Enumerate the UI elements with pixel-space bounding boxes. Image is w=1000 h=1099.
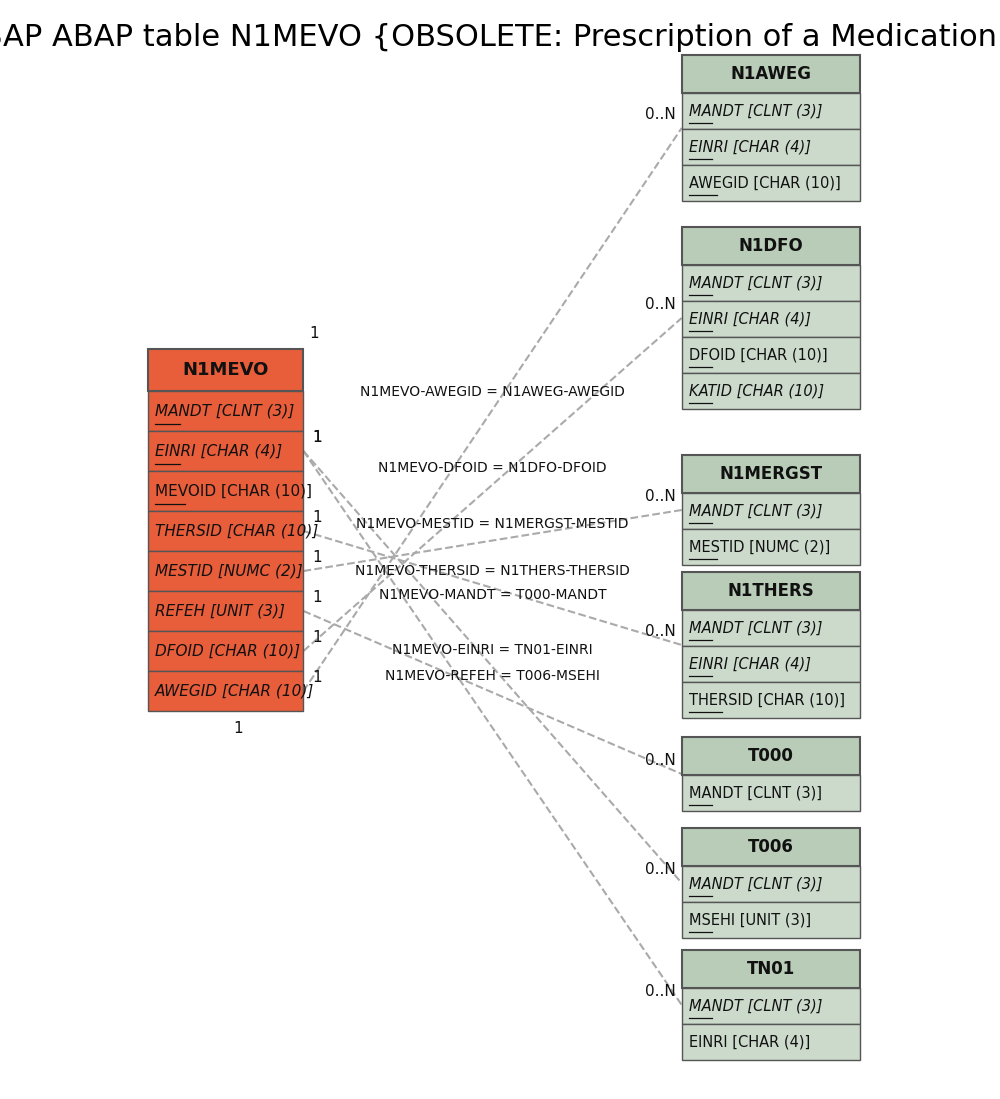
Bar [148,551,303,591]
Text: 0..N: 0..N [645,862,676,877]
Text: 1: 1 [309,326,319,341]
Bar [682,866,860,902]
Text: AWEGID [CHAR (10)]: AWEGID [CHAR (10)] [155,684,315,699]
Text: KATID [CHAR (10)]: KATID [CHAR (10)] [689,384,824,399]
Text: T000: T000 [748,747,794,765]
Bar [148,671,303,711]
Bar [682,988,860,1024]
Text: MANDT [CLNT (3)]: MANDT [CLNT (3)] [689,621,823,635]
Text: THERSID [CHAR (10)]: THERSID [CHAR (10)] [155,523,319,539]
Bar [148,471,303,511]
Text: 1: 1 [312,430,322,445]
Bar [682,950,860,988]
Text: 1: 1 [312,590,322,606]
Text: N1MEVO-DFOID = N1DFO-DFOID: N1MEVO-DFOID = N1DFO-DFOID [378,460,607,475]
Bar [682,646,860,682]
Text: REFEH [UNIT (3)]: REFEH [UNIT (3)] [155,603,285,619]
Text: MANDT [CLNT (3)]: MANDT [CLNT (3)] [689,503,823,519]
Text: N1MEVO-MANDT = T000-MANDT: N1MEVO-MANDT = T000-MANDT [379,588,606,602]
Text: 0..N: 0..N [645,489,676,504]
Bar [682,828,860,866]
Text: N1MERGST: N1MERGST [719,465,822,482]
Bar [682,337,860,373]
Text: EINRI [CHAR (4)]: EINRI [CHAR (4)] [689,140,811,155]
Text: MANDT [CLNT (3)]: MANDT [CLNT (3)] [689,786,822,800]
Bar [148,349,303,391]
Bar [148,631,303,671]
Bar [682,165,860,201]
Text: TN01: TN01 [747,961,795,978]
Text: 0..N: 0..N [645,753,676,768]
Text: DFOID [CHAR (10)]: DFOID [CHAR (10)] [689,347,828,363]
Text: N1MEVO-EINRI = TN01-EINRI: N1MEVO-EINRI = TN01-EINRI [392,643,593,657]
Text: DFOID [CHAR (10)]: DFOID [CHAR (10)] [155,644,300,658]
Bar [682,737,860,775]
Text: 1: 1 [312,510,322,525]
Text: EINRI [CHAR (4)]: EINRI [CHAR (4)] [689,1034,810,1050]
Text: MESTID [NUMC (2)]: MESTID [NUMC (2)] [689,540,830,555]
Text: 1: 1 [312,630,322,645]
Text: EINRI [CHAR (4)]: EINRI [CHAR (4)] [689,311,811,326]
Text: MESTID [NUMC (2)]: MESTID [NUMC (2)] [155,564,303,578]
Bar [682,902,860,939]
Text: MEVOID [CHAR (10)]: MEVOID [CHAR (10)] [155,484,312,499]
Text: AWEGID [CHAR (10)]: AWEGID [CHAR (10)] [689,176,841,190]
Text: N1MEVO-REFEH = T006-MSEHI: N1MEVO-REFEH = T006-MSEHI [385,668,600,682]
Text: EINRI [CHAR (4)]: EINRI [CHAR (4)] [689,656,811,671]
Text: THERSID [CHAR (10)]: THERSID [CHAR (10)] [689,692,845,708]
Bar [682,55,860,93]
Text: MANDT [CLNT (3)]: MANDT [CLNT (3)] [155,403,295,419]
Text: MSEHI [UNIT (3)]: MSEHI [UNIT (3)] [689,912,811,928]
Bar [148,591,303,631]
Text: 0..N: 0..N [645,297,676,312]
Text: N1MEVO-MESTID = N1MERGST-MESTID: N1MEVO-MESTID = N1MERGST-MESTID [356,517,629,531]
Text: N1DFO: N1DFO [738,237,803,255]
Bar [682,93,860,129]
Bar [148,511,303,551]
Bar [682,373,860,409]
Bar [682,455,860,493]
Bar [682,1024,860,1061]
Bar [148,391,303,431]
Bar [682,129,860,165]
Text: MANDT [CLNT (3)]: MANDT [CLNT (3)] [689,276,823,290]
Text: N1MEVO-AWEGID = N1AWEG-AWEGID: N1MEVO-AWEGID = N1AWEG-AWEGID [360,386,625,400]
Bar [682,265,860,301]
Text: 1: 1 [312,430,322,445]
Text: MANDT [CLNT (3)]: MANDT [CLNT (3)] [689,103,823,119]
Text: MANDT [CLNT (3)]: MANDT [CLNT (3)] [689,877,823,891]
Bar [682,775,860,811]
Bar [148,431,303,471]
Text: 1: 1 [312,670,322,685]
Bar [682,682,860,718]
Text: N1MEVO-THERSID = N1THERS-THERSID: N1MEVO-THERSID = N1THERS-THERSID [355,564,630,578]
Text: MANDT [CLNT (3)]: MANDT [CLNT (3)] [689,999,823,1013]
Bar [682,493,860,529]
Text: N1MEVO: N1MEVO [182,360,269,379]
Text: EINRI [CHAR (4)]: EINRI [CHAR (4)] [155,444,282,458]
Text: T006: T006 [748,839,794,856]
Bar [682,529,860,565]
Bar [682,571,860,610]
Text: N1THERS: N1THERS [727,582,814,600]
Bar [682,301,860,337]
Text: SAP ABAP table N1MEVO {OBSOLETE: Prescription of a Medication}: SAP ABAP table N1MEVO {OBSOLETE: Prescri… [0,23,1000,53]
Bar [682,610,860,646]
Text: 0..N: 0..N [645,624,676,639]
Text: 0..N: 0..N [645,107,676,122]
Bar [682,227,860,265]
Text: 1: 1 [312,550,322,565]
Text: 0..N: 0..N [645,984,676,999]
Text: N1AWEG: N1AWEG [730,65,811,84]
Text: 1: 1 [233,721,243,736]
